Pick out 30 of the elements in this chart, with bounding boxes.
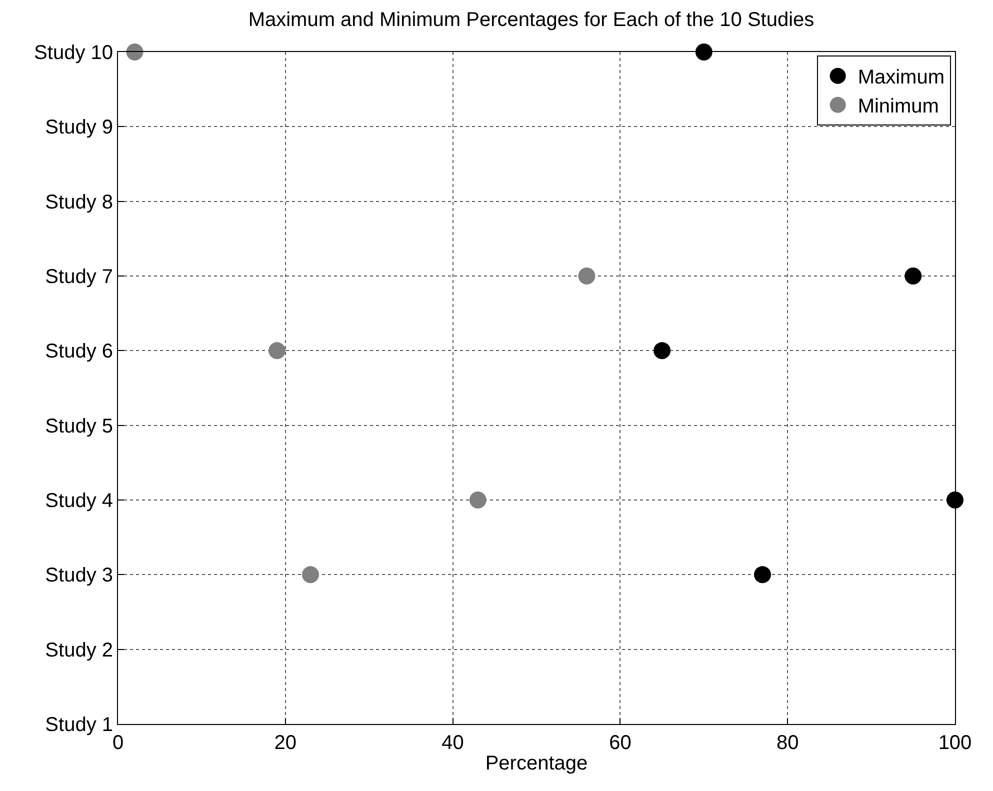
- y-tick-label: Study 8: [45, 191, 113, 214]
- x-tick-label: 0: [112, 732, 124, 754]
- legend-label: Minimum: [858, 96, 939, 118]
- point: [654, 342, 671, 360]
- y-tick-label: Study 9: [45, 116, 113, 139]
- x-tick-label: 60: [609, 732, 632, 754]
- y-tick-label: Study 3: [45, 564, 113, 587]
- point: [754, 566, 771, 584]
- point: [469, 492, 486, 508]
- y-tick-label: Study 4: [45, 490, 113, 512]
- y-tick-label: Study 10: [34, 42, 113, 64]
- point: [268, 342, 286, 360]
- x-tick-label: 80: [776, 732, 799, 754]
- x-tick-label: 100: [938, 732, 972, 754]
- y-tick-label: Study 5: [45, 415, 113, 438]
- x-axis-title: Percentage: [485, 752, 588, 774]
- x-tick-label: 20: [274, 732, 297, 754]
- legend-label: Maximum: [858, 66, 944, 89]
- point: [695, 44, 712, 60]
- point: [946, 492, 964, 508]
- y-tick-label: Study 1: [45, 714, 113, 736]
- y-tick-label: Study 7: [45, 266, 113, 288]
- chart-title: Maximum and Minimum Percentages for Each of the 10 Studies: [248, 8, 814, 31]
- x-tick-label: 40: [442, 732, 464, 754]
- point: [578, 268, 596, 284]
- point: [302, 566, 320, 584]
- point: [126, 44, 144, 60]
- point: [904, 268, 922, 284]
- y-tick-label: Study 2: [45, 639, 113, 662]
- y-tick-label: Study 6: [45, 340, 113, 363]
